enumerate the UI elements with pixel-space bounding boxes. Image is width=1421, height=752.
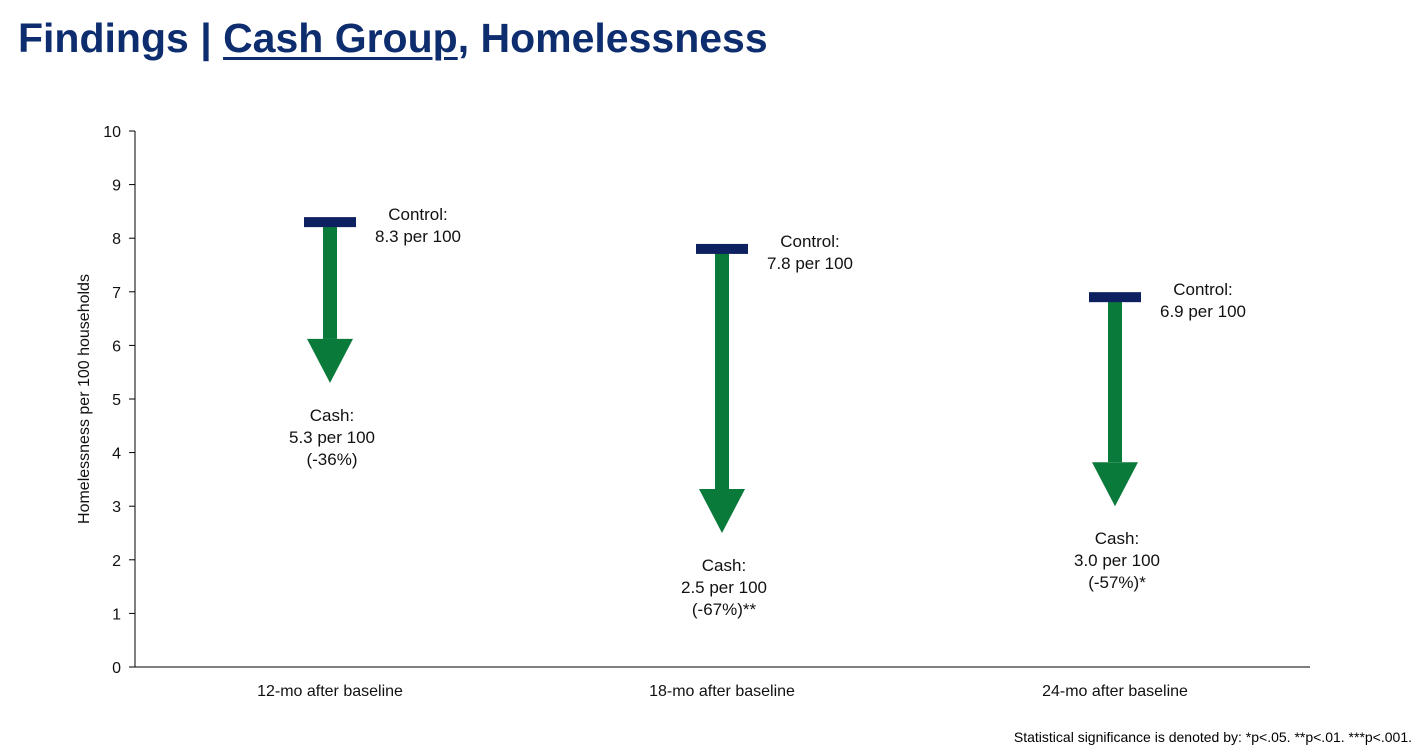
cash-arrow-head (307, 338, 353, 383)
cash-value-label: 3.0 per 100 (1074, 551, 1160, 570)
y-tick-label: 8 (112, 231, 121, 248)
cash-value-label: (-67%)** (692, 600, 757, 619)
control-bar (304, 217, 356, 228)
cash-value-label: Cash: (310, 406, 354, 425)
cash-value-label: 2.5 per 100 (681, 578, 767, 597)
y-tick-label: 2 (112, 553, 121, 570)
y-tick-label: 3 (112, 499, 121, 516)
cash-arrow-head (1092, 462, 1138, 507)
cash-value-label: (-57%)* (1088, 573, 1146, 592)
cash-value-label: Cash: (1095, 529, 1139, 548)
y-tick-label: 6 (112, 338, 121, 355)
x-category-label: 18-mo after baseline (649, 683, 795, 700)
y-tick-label: 4 (112, 446, 121, 463)
cash-value-label: Cash: (702, 556, 746, 575)
control-value-label: Control: (1173, 280, 1233, 299)
y-axis-label: Homelessness per 100 households (76, 274, 93, 524)
title-suffix: , Homelessness (457, 15, 768, 61)
cash-value-label: (-36%) (306, 450, 357, 469)
y-tick-label: 1 (112, 606, 121, 623)
control-bar (1089, 292, 1141, 303)
y-tick-label: 7 (112, 285, 121, 302)
y-tick-label: 10 (103, 124, 121, 141)
title-prefix: Findings | (18, 15, 224, 61)
cash-arrow-head (699, 489, 745, 533)
control-value-label: 8.3 per 100 (375, 227, 461, 246)
control-value-label: Control: (780, 232, 840, 251)
x-category-label: 24-mo after baseline (1042, 683, 1188, 700)
cash-value-label: 5.3 per 100 (289, 428, 375, 447)
y-tick-label: 9 (112, 178, 121, 195)
cash-arrow-shaft (1108, 297, 1122, 463)
title-cash-group-link: Cash Group (223, 15, 458, 61)
page-title: Findings | Cash Group, Homelessness (18, 8, 768, 68)
control-value-label: 6.9 per 100 (1160, 302, 1246, 321)
significance-footnote: Statistical significance is denoted by: … (1013, 729, 1412, 745)
control-value-label: 7.8 per 100 (767, 254, 853, 273)
control-value-label: Control: (388, 205, 448, 224)
y-tick-label: 0 (112, 660, 121, 677)
cash-arrow-shaft (323, 222, 337, 339)
control-bar (696, 243, 748, 254)
y-tick-label: 5 (112, 392, 121, 409)
x-category-label: 12-mo after baseline (257, 683, 403, 700)
cash-arrow-shaft (715, 248, 729, 489)
